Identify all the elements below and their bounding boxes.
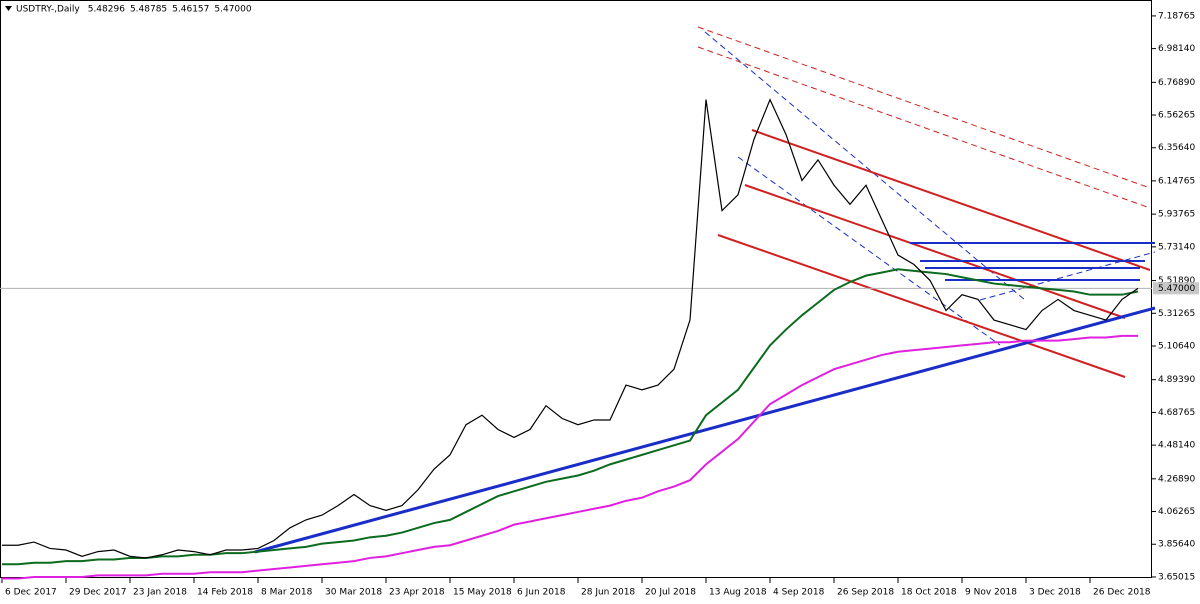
x-tick-label: 6 Dec 2017 [5,588,57,598]
x-tick-label: 26 Dec 2018 [1093,588,1151,598]
y-tick-label: 5.93765 [1158,210,1195,220]
price-line [2,98,1139,559]
y-tick-label: 4.89390 [1158,375,1195,385]
x-tick-label: 4 Sep 2018 [773,588,825,598]
y-tick-label: 6.98140 [1158,44,1195,54]
y-tick-label: 4.48140 [1158,441,1195,451]
x-tick-label: 14 Feb 2018 [197,588,253,598]
ohlc-value: 5.48785 [130,5,167,15]
x-tick-label: 18 Oct 2018 [901,588,957,598]
last-price-box [1153,282,1199,295]
red-channel-line [717,234,1126,378]
ohlc-value: 5.47000 [214,5,251,15]
moving-average [2,268,1139,566]
x-tick-label: 23 Jan 2018 [133,588,187,598]
y-tick-label: 6.76890 [1158,78,1195,88]
ohlc-header: 5.48296 5.48785 5.46157 5.47000 [88,5,252,15]
y-tick-label: 6.14765 [1158,176,1195,186]
y-tick-label: 5.73140 [1158,242,1195,252]
y-tick-label: 6.35640 [1158,143,1195,153]
x-tick-label: 3 Dec 2018 [1029,588,1081,598]
ohlc-value: 5.48296 [88,5,125,15]
x-tick-label: 29 Dec 2017 [69,588,127,598]
x-tick-label: 9 Nov 2018 [965,588,1017,598]
ohlc-value: 5.46157 [172,5,209,15]
x-tick-label: 20 Jul 2018 [645,588,696,598]
y-tick-label: 6.56265 [1158,111,1195,121]
x-tick-label: 8 Mar 2018 [261,588,313,598]
blue-dashed-line [737,156,1001,346]
y-tick-label: 3.65015 [1158,572,1195,582]
x-tick-label: 6 Jun 2018 [517,588,566,598]
y-tick-label: 5.51890 [1158,276,1195,286]
x-tick-label: 13 Aug 2018 [709,588,767,598]
y-tick-label: 7.18765 [1158,11,1195,21]
blue-trend-line [254,306,1156,554]
y-tick-label: 4.68765 [1158,408,1195,418]
red-channel-line [751,129,1151,271]
y-tick-label: 5.31265 [1158,309,1195,319]
drawings [254,26,1156,554]
last-price-label: 5.47000 [1158,284,1195,294]
moving-average [2,334,1138,580]
red-channel-line [744,184,1126,319]
chart-title: USDTRY-,Daily [16,5,80,15]
x-tick-label: 26 Sep 2018 [837,588,894,598]
y-tick-label: 4.06265 [1158,507,1195,517]
menu-triangle[interactable] [5,6,12,11]
x-tick-label: 15 May 2018 [453,588,512,598]
y-tick-label: 5.10640 [1158,341,1195,351]
x-tick-label: 23 Apr 2018 [389,588,445,598]
plot-frame [0,0,1152,578]
x-tick-label: 28 Jun 2018 [581,588,635,598]
y-tick-label: 3.85640 [1158,540,1195,550]
x-tick-label: 30 Mar 2018 [325,588,382,598]
y-tick-label: 4.26890 [1158,474,1195,484]
